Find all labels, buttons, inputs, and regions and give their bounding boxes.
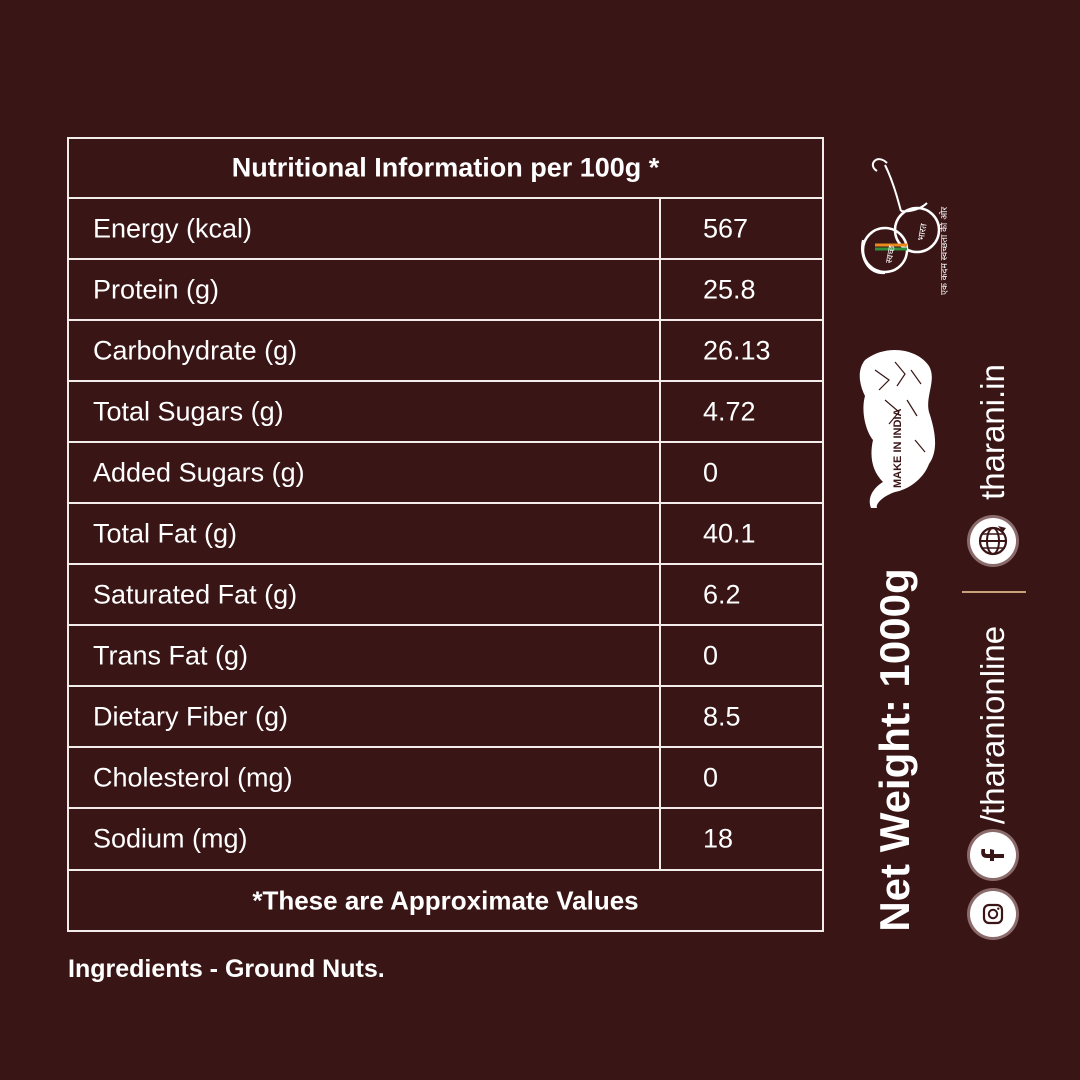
table-row: Added Sugars (g) 0 (69, 443, 822, 504)
nutrient-label: Total Fat (g) (93, 518, 238, 548)
nutrient-label: Carbohydrate (g) (93, 335, 298, 365)
table-title: Nutritional Information per 100g * (231, 152, 660, 183)
column-divider (659, 199, 661, 871)
nutrient-value: 4.72 (703, 396, 756, 426)
nutrient-label: Total Sugars (g) (93, 396, 284, 426)
table-row: Saturated Fat (g) 6.2 (69, 565, 822, 626)
table-row: Total Fat (g) 40.1 (69, 504, 822, 565)
nutrient-label: Added Sugars (g) (93, 457, 305, 487)
table-row: Energy (kcal) 567 (69, 199, 822, 260)
nutrient-label: Sodium (mg) (93, 823, 248, 854)
nutrition-table: Nutritional Information per 100g * Energ… (67, 137, 824, 932)
nutrient-value: 18 (703, 823, 734, 854)
nutrient-value: 26.13 (703, 335, 771, 365)
make-in-india-lion-logo: MAKE IN INDIA (859, 349, 936, 508)
svg-text:भारत: भारत (917, 222, 930, 242)
table-row: Cholesterol (mg) 0 (69, 748, 822, 809)
nutrient-value: 0 (703, 762, 719, 792)
table-row: Sodium (mg) 18 (69, 809, 822, 871)
table-row: Total Sugars (g) 4.72 (69, 382, 822, 443)
website-url[interactable]: tharani.in (974, 364, 1011, 500)
table-footnote: *These are Approximate Values (252, 885, 639, 915)
nutrient-value: 0 (703, 640, 719, 670)
nutrient-label: Cholesterol (mg) (93, 762, 293, 792)
facebook-icon[interactable] (970, 832, 1016, 878)
nutrient-label: Dietary Fiber (g) (93, 701, 289, 731)
nutrient-value: 40.1 (703, 518, 756, 548)
ingredients-text: Ingredients - Ground Nuts. (68, 955, 385, 983)
separator-line (962, 591, 1026, 593)
nutrient-value: 0 (703, 457, 719, 487)
nutrient-value: 567 (703, 213, 749, 243)
table-footnote-row: *These are Approximate Values (69, 871, 822, 930)
table-row: Dietary Fiber (g) 8.5 (69, 687, 822, 748)
nutrient-label: Protein (g) (93, 274, 220, 304)
social-handle[interactable]: /tharanionline (974, 625, 1011, 825)
nutrient-value: 6.2 (703, 579, 741, 609)
table-title-row: Nutritional Information per 100g * (69, 139, 822, 199)
nutrient-value: 8.5 (703, 701, 741, 731)
swachh-bharat-logo: स्वच्छ भारत एक कदम स्वच्छता की ओर (861, 158, 950, 295)
svg-text:स्वच्छ: स्वच्छ (885, 244, 898, 264)
svg-text:एक कदम स्वच्छता की ओर: एक कदम स्वच्छता की ओर (938, 207, 950, 295)
instagram-icon[interactable] (970, 891, 1016, 937)
nutrient-value: 25.8 (703, 274, 756, 304)
table-row: Carbohydrate (g) 26.13 (69, 321, 822, 382)
svg-text:MAKE IN INDIA: MAKE IN INDIA (892, 409, 904, 489)
net-weight-label: Net Weight: 1000g (871, 568, 918, 932)
nutrient-label: Energy (kcal) (93, 213, 253, 243)
table-row: Trans Fat (g) 0 (69, 626, 822, 687)
globe-icon (970, 518, 1016, 564)
nutrient-label: Saturated Fat (g) (93, 579, 298, 609)
nutrient-label: Trans Fat (g) (93, 640, 249, 670)
table-row: Protein (g) 25.8 (69, 260, 822, 321)
